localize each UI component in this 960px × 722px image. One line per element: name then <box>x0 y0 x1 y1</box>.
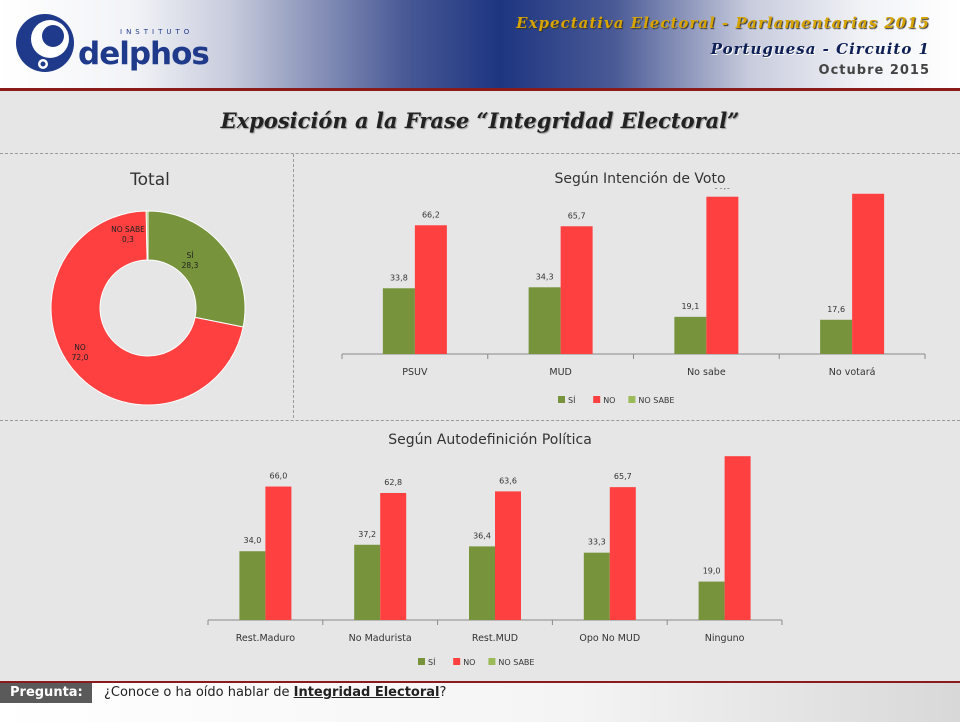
legend-swatch <box>593 396 600 403</box>
bar-data-label: 33,3 <box>588 538 606 547</box>
donut-value-0: 28,3 <box>182 261 199 270</box>
bar-data-label: 66,2 <box>422 210 440 219</box>
donut-chart-title: Total <box>60 170 240 190</box>
delphos-logo-icon <box>14 12 76 74</box>
question-label: Pregunta: <box>0 683 92 703</box>
legend-label: SÍ <box>568 394 576 405</box>
legend-swatch <box>453 658 460 665</box>
x-tick-label: Ninguno <box>705 633 745 644</box>
x-tick-label: Opo No MUD <box>579 633 640 644</box>
bar-data-label: 66,0 <box>269 472 287 481</box>
bar-no <box>561 226 593 354</box>
footer-question-bar: Pregunta: ¿Conoce o ha oído hablar de In… <box>0 681 960 722</box>
bar-no <box>610 487 636 620</box>
bar-si <box>383 288 415 354</box>
donut-label-2: NO SABE <box>111 225 145 234</box>
header-title: Expectativa Electoral - Parlamentarias 2… <box>516 14 930 32</box>
bar-si <box>674 317 706 354</box>
bar-data-label: 19,0 <box>703 567 721 576</box>
x-tick-label: MUD <box>549 367 571 378</box>
bar-si <box>699 582 725 620</box>
political-chart-title: Según Autodefinición Política <box>320 432 660 448</box>
bar-data-label: 63,6 <box>499 476 517 485</box>
x-tick-label: Rest.MUD <box>472 633 518 644</box>
bar-no <box>852 194 884 354</box>
bar-no <box>725 456 751 620</box>
bar-si <box>820 320 852 354</box>
bar-data-label: 65,7 <box>614 472 632 481</box>
legend-swatch <box>418 658 425 665</box>
legend-swatch <box>628 396 635 403</box>
bar-no <box>415 225 447 354</box>
page-title: Exposición a la Frase “Integridad Electo… <box>0 108 960 133</box>
header-banner: INSTITUTO delphos Expectativa Electoral … <box>0 0 960 91</box>
bar-data-label: 37,2 <box>358 530 376 539</box>
header-date: Octubre 2015 <box>819 63 930 78</box>
bar-data-label: 36,4 <box>473 531 491 540</box>
legend-label: SÍ <box>428 656 436 667</box>
x-tick-label: No sabe <box>687 367 726 378</box>
bar-no <box>265 487 291 620</box>
question-text-before: ¿Conoce o ha oído hablar de <box>104 685 294 700</box>
bar-si <box>584 553 610 620</box>
bar-si <box>529 287 561 354</box>
bar-no <box>706 197 738 354</box>
bar-data-label: 17,6 <box>827 305 845 314</box>
vote-chart-title: Según Intención de Voto <box>480 171 800 187</box>
bar-data-label: 34,3 <box>536 272 554 281</box>
section-divider-vertical <box>293 154 294 418</box>
x-tick-label: No votará <box>829 367 876 378</box>
bar-data-label: 65,7 <box>568 211 586 220</box>
bar-si <box>354 545 380 620</box>
legend-swatch <box>558 396 565 403</box>
donut-value-1: 72,0 <box>72 353 89 362</box>
section-divider-top <box>0 153 960 154</box>
legend-label: NO SABE <box>498 658 534 667</box>
donut-label-1: NO <box>74 343 86 352</box>
bar-si <box>469 546 495 620</box>
x-tick-label: No Madurista <box>349 633 412 644</box>
vote-intention-bar-chart: PSUV 33,8 66,2 MUD 34,3 65,7 No sabe 19,1 80,9 No… <box>300 188 950 418</box>
political-self-definition-bar-chart: Rest.Maduro 34,0 66,0 No Madurista 37,2 62,8 R… <box>150 450 810 678</box>
question-text-after: ? <box>439 685 446 700</box>
donut-label-0: SÍ <box>187 251 194 260</box>
bar-data-label: 34,0 <box>243 536 261 545</box>
x-tick-label: PSUV <box>402 367 428 378</box>
section-divider-middle <box>0 420 960 421</box>
bar-si <box>239 551 265 620</box>
donut-value-2: 0,3 <box>122 235 134 244</box>
bar-data-label: 62,8 <box>384 478 402 487</box>
question-text: ¿Conoce o ha oído hablar de Integridad E… <box>104 685 446 700</box>
legend-label: NO <box>603 396 615 405</box>
legend-swatch <box>488 658 495 665</box>
bar-no <box>495 491 521 620</box>
logo-name: delphos <box>78 36 209 72</box>
header-subtitle: Portuguesa - Circuito 1 <box>711 40 930 58</box>
bar-data-label: 33,8 <box>390 273 408 282</box>
legend-label: NO <box>463 658 475 667</box>
question-text-emphasis: Integridad Electoral <box>294 685 440 700</box>
bar-data-label: 80,9 <box>713 188 731 191</box>
bar-no <box>380 493 406 620</box>
x-tick-label: Rest.Maduro <box>236 633 295 644</box>
bar-data-label: 19,1 <box>681 302 699 311</box>
legend-label: NO SABE <box>638 396 674 405</box>
logo-institute-text: INSTITUTO <box>120 28 193 36</box>
